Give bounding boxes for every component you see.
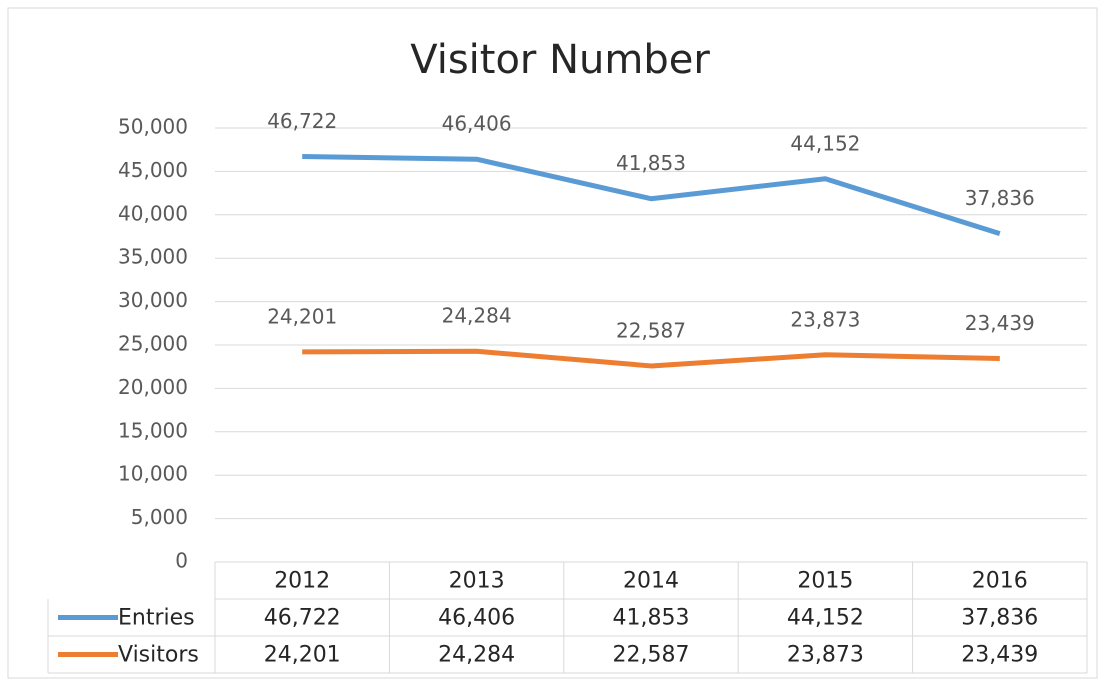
x-tick-label: 2012 <box>274 569 330 594</box>
table-cell: 37,836 <box>961 606 1038 631</box>
y-tick-label: 0 <box>175 549 188 573</box>
y-tick-label: 35,000 <box>118 245 188 269</box>
x-tick-label: 2016 <box>972 569 1028 594</box>
table-cell: 46,406 <box>438 606 515 631</box>
data-label: 46,406 <box>442 112 512 136</box>
data-label: 24,284 <box>442 304 512 328</box>
data-label: 23,439 <box>965 311 1035 335</box>
table-cell: 44,152 <box>787 606 864 631</box>
x-tick-label: 2013 <box>449 569 505 594</box>
y-tick-label: 10,000 <box>118 462 188 486</box>
table-cell: 24,201 <box>264 643 341 668</box>
x-tick-label: 2015 <box>797 569 853 594</box>
table-cell: 22,587 <box>613 643 690 668</box>
chart-title: Visitor Number <box>410 37 710 83</box>
table-cell: 24,284 <box>438 643 515 668</box>
legend-label: Visitors <box>118 643 199 668</box>
data-label: 44,152 <box>790 131 860 155</box>
y-tick-label: 25,000 <box>118 332 188 356</box>
y-tick-label: 30,000 <box>118 288 188 312</box>
table-cell: 23,439 <box>961 643 1038 668</box>
chart-frame <box>7 7 1098 679</box>
y-tick-label: 45,000 <box>118 158 188 182</box>
data-label: 24,201 <box>267 304 337 328</box>
legend-label: Entries <box>118 606 195 631</box>
data-label: 23,873 <box>790 307 860 331</box>
data-label: 22,587 <box>616 318 686 342</box>
series-line <box>302 153 1001 236</box>
data-label: 37,836 <box>965 186 1035 210</box>
y-tick-label: 50,000 <box>118 115 188 139</box>
table-cell: 23,873 <box>787 643 864 668</box>
data-label: 41,853 <box>616 151 686 175</box>
y-tick-label: 20,000 <box>118 375 188 399</box>
y-tick-label: 40,000 <box>118 201 188 225</box>
table-cell: 46,722 <box>264 606 341 631</box>
y-tick-label: 5,000 <box>131 505 188 529</box>
series-line <box>302 348 1000 369</box>
table-cell: 41,853 <box>613 606 690 631</box>
data-label: 46,722 <box>267 109 337 133</box>
y-tick-label: 15,000 <box>118 418 188 442</box>
x-tick-label: 2014 <box>623 569 679 594</box>
